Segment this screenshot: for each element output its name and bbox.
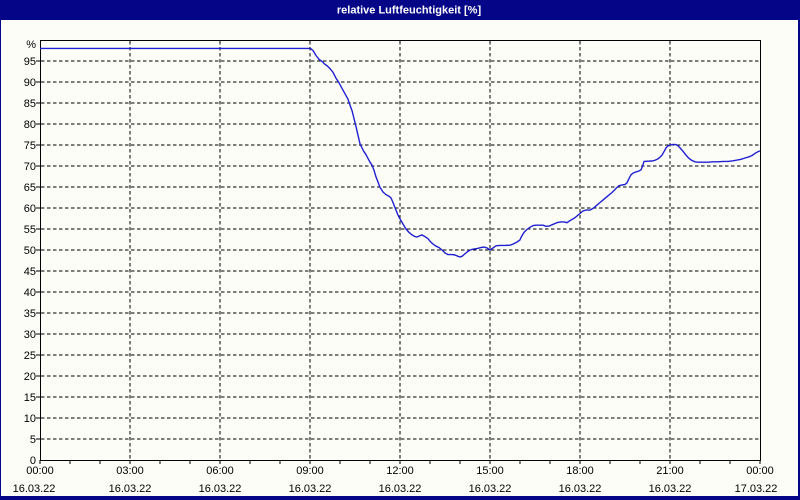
svg-text:relative Luftfeuchtigkeit [%]: relative Luftfeuchtigkeit [%] [337, 5, 482, 17]
svg-text:00:00: 00:00 [746, 465, 774, 477]
svg-text:70: 70 [24, 161, 36, 173]
svg-text:85: 85 [24, 98, 36, 110]
svg-text:90: 90 [24, 77, 36, 89]
svg-text:75: 75 [24, 140, 36, 152]
svg-text:50: 50 [24, 245, 36, 257]
svg-text:16.03.22: 16.03.22 [469, 483, 512, 495]
svg-text:45: 45 [24, 266, 36, 278]
svg-text:21:00: 21:00 [656, 465, 684, 477]
svg-text:%: % [26, 39, 36, 51]
svg-text:16.03.22: 16.03.22 [649, 483, 692, 495]
svg-text:10: 10 [24, 413, 36, 425]
svg-text:15: 15 [24, 392, 36, 404]
svg-text:40: 40 [24, 287, 36, 299]
svg-text:16.03.22: 16.03.22 [379, 483, 422, 495]
svg-text:65: 65 [24, 182, 36, 194]
svg-text:25: 25 [24, 350, 36, 362]
svg-text:60: 60 [24, 203, 36, 215]
svg-text:80: 80 [24, 119, 36, 131]
svg-text:18:00: 18:00 [566, 465, 594, 477]
svg-text:12:00: 12:00 [386, 465, 414, 477]
svg-text:16.03.22: 16.03.22 [289, 483, 332, 495]
svg-text:16.03.22: 16.03.22 [199, 483, 242, 495]
svg-text:35: 35 [24, 308, 36, 320]
svg-text:20: 20 [24, 371, 36, 383]
svg-text:15:00: 15:00 [476, 465, 504, 477]
svg-text:55: 55 [24, 224, 36, 236]
svg-text:09:00: 09:00 [296, 465, 324, 477]
svg-text:30: 30 [24, 329, 36, 341]
svg-text:00:00: 00:00 [26, 465, 54, 477]
svg-text:03:00: 03:00 [116, 465, 144, 477]
svg-text:5: 5 [30, 434, 36, 446]
svg-text:17.03.22: 17.03.22 [735, 483, 778, 495]
svg-text:16.03.22: 16.03.22 [13, 483, 56, 495]
svg-text:16.03.22: 16.03.22 [109, 483, 152, 495]
svg-text:95: 95 [24, 56, 36, 68]
svg-text:16.03.22: 16.03.22 [559, 483, 602, 495]
svg-text:06:00: 06:00 [206, 465, 234, 477]
svg-text:0: 0 [30, 455, 36, 467]
